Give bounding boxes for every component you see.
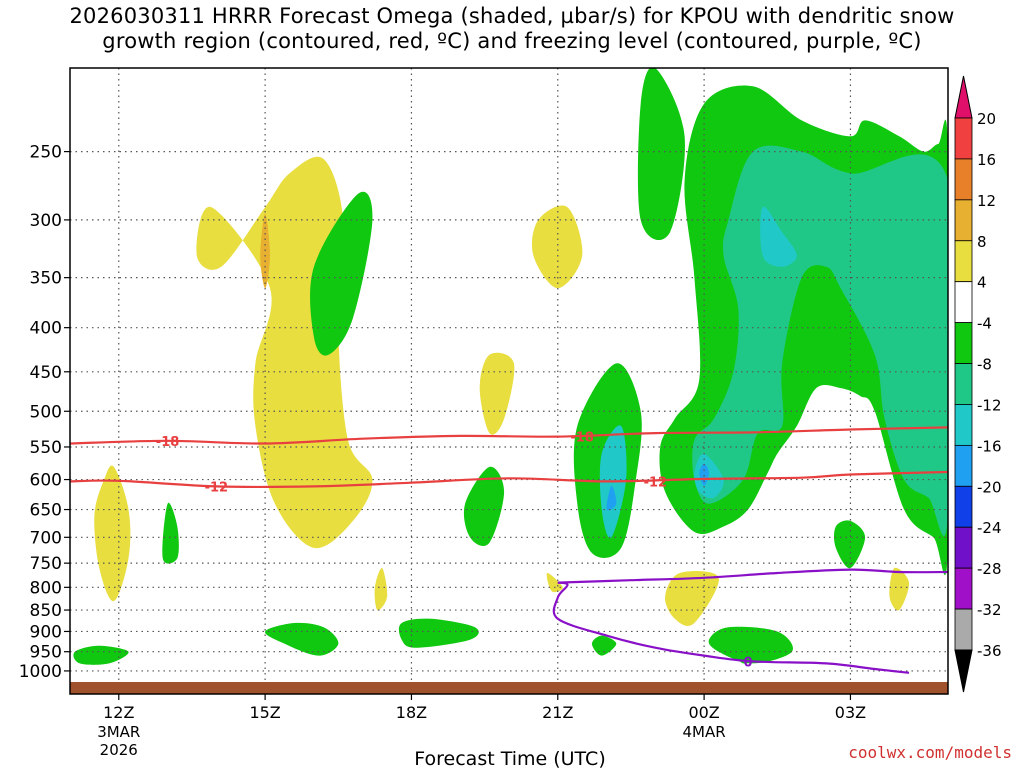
- colorbar-segment-0: [954, 117, 973, 160]
- omega-region-6: [889, 567, 910, 611]
- colorbar-segment-1: [954, 158, 973, 201]
- x-tick-label-18Z: 18Z: [396, 703, 427, 722]
- x-tick-label-15Z: 15Z: [249, 703, 280, 722]
- contour-label-1-0: -12: [205, 480, 229, 495]
- y-tick-label-950: 950: [30, 643, 62, 663]
- x-tick-sublabel-12Z-0: 3MAR: [97, 723, 140, 741]
- y-tick-label-650: 650: [30, 501, 62, 521]
- colorbar-top-arrow: [954, 75, 973, 119]
- contour-line-1: [70, 470, 948, 489]
- y-tick-label-800: 800: [30, 578, 62, 598]
- grid-lines: [70, 68, 948, 682]
- colorbar-label-9: -20: [977, 478, 1002, 496]
- contour-line-2: [552, 581, 910, 674]
- omega-region-22: [264, 622, 339, 656]
- omega-region-15: [760, 206, 797, 267]
- y-tick-label-750: 750: [30, 554, 62, 574]
- omega-region-2: [94, 465, 131, 602]
- colorbar-label-11: -28: [977, 560, 1002, 578]
- credit-text: coolwx.com/models: [848, 743, 1012, 762]
- colorbar-label-5: -4: [977, 315, 992, 333]
- colorbar-label-3: 8: [977, 233, 987, 251]
- contour-label-1-1: -12: [644, 475, 668, 490]
- colorbar-segment-7: [954, 404, 973, 446]
- colorbar-label-1: 16: [977, 151, 996, 169]
- colorbar-segment-6: [954, 363, 973, 405]
- omega-region-5: [665, 570, 719, 626]
- y-tick-label-250: 250: [30, 143, 62, 163]
- contour-line-0: [70, 426, 948, 445]
- contour-line-3: [557, 568, 948, 584]
- colorbar-label-12: -32: [977, 601, 1002, 619]
- colorbar-legend: 20 16 12 8 4 -4 -8 -12 -16 -20 -24 -28 -32 -36: [954, 75, 1002, 693]
- colorbar-segment-11: [954, 567, 973, 610]
- colorbar-label-6: -8: [977, 356, 992, 374]
- omega-region-19: [699, 463, 709, 486]
- y-tick-label-1000: 1000: [19, 662, 62, 682]
- colorbar-segment-9: [954, 485, 973, 528]
- x-tick-sublabel-12Z-1: 2026: [100, 741, 138, 759]
- colorbar-label-10: -24: [977, 519, 1002, 537]
- colorbar-segment-3: [954, 240, 973, 283]
- omega-region-25: [162, 502, 179, 564]
- omega-region-16: [694, 453, 724, 499]
- omega-region-4: [479, 352, 515, 435]
- omega-region-7: [374, 567, 388, 611]
- y-tick-label-350: 350: [30, 269, 62, 289]
- omega-region-24: [73, 645, 129, 665]
- x-axis-label: Forecast Time (UTC): [414, 748, 605, 768]
- omega-region-9: [310, 191, 373, 356]
- colorbar-segment-10: [954, 526, 973, 569]
- ground-surface: [70, 682, 948, 694]
- y-tick-label-400: 400: [30, 319, 62, 339]
- omega-region-18: [606, 485, 617, 511]
- colorbar-segment-8: [954, 444, 973, 487]
- x-tick-sublabel-00Z-0: 4MAR: [683, 723, 726, 741]
- y-tick-label-300: 300: [30, 211, 62, 231]
- colorbar-label-4: 4: [977, 274, 987, 292]
- colorbar-segment-12: [954, 608, 973, 651]
- colorbar-segment-4: [954, 281, 973, 324]
- omega-region-14: [692, 145, 948, 536]
- plot-frame: [69, 67, 949, 695]
- x-tick-label-21Z: 21Z: [542, 703, 573, 722]
- omega-region-23: [398, 618, 479, 648]
- omega-region-26: [834, 520, 866, 569]
- y-tick-label-450: 450: [30, 363, 62, 383]
- contour-label-0-1: -18: [570, 431, 594, 446]
- omega-region-10: [637, 68, 685, 241]
- colorbar-label-7: -12: [977, 396, 1002, 414]
- y-tick-label-550: 550: [30, 438, 62, 458]
- omega-region-3: [531, 205, 583, 289]
- colorbar-label-8: -16: [977, 437, 1002, 455]
- y-axis: 2503003504004505005506006507007508008509…: [19, 143, 70, 682]
- x-tick-label-03Z: 03Z: [835, 703, 866, 722]
- colorbar-segment-5: [954, 322, 973, 364]
- contour-lines: -18 -18 -12 -12 0: [70, 426, 948, 674]
- y-tick-label-900: 900: [30, 622, 62, 642]
- colorbar-label-13: -36: [977, 642, 1002, 660]
- omega-region-21: [708, 626, 793, 664]
- y-tick-label-500: 500: [30, 402, 62, 422]
- omega-region-27: [591, 635, 617, 656]
- colorbar-bottom-arrow: [954, 649, 973, 693]
- chart-title: 2026030311 HRRR Forecast Omega (shaded, …: [69, 4, 955, 53]
- contour-label-2-0: 0: [743, 655, 752, 670]
- omega-region-8: [546, 572, 563, 593]
- contour-label-0-0: -18: [156, 435, 180, 450]
- colorbar-label-0: 20: [977, 110, 996, 128]
- x-tick-label-12Z: 12Z: [103, 703, 134, 722]
- x-tick-label-00Z: 00Z: [688, 703, 719, 722]
- y-tick-label-850: 850: [30, 601, 62, 621]
- colorbar-segment-2: [954, 199, 973, 242]
- colorbar-label-2: 12: [977, 192, 996, 210]
- omega-region-12: [463, 466, 505, 547]
- y-tick-label-700: 700: [30, 528, 62, 548]
- omega-shading: [73, 68, 948, 665]
- y-tick-label-600: 600: [30, 471, 62, 491]
